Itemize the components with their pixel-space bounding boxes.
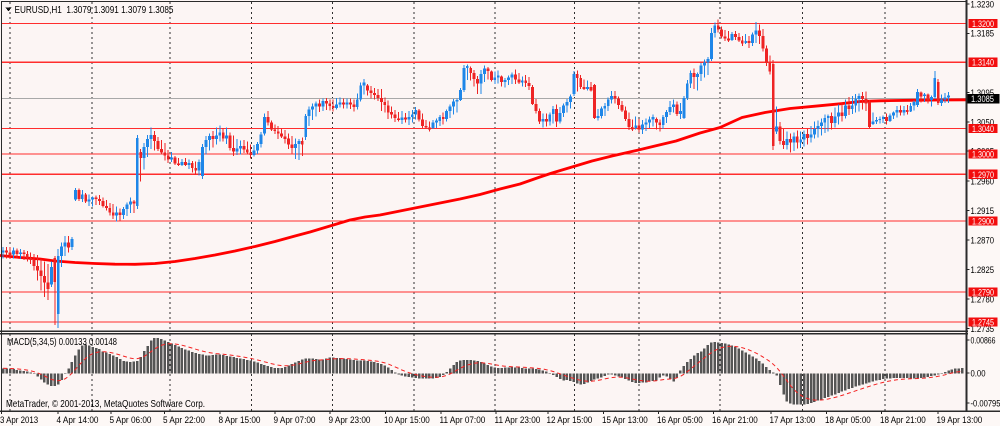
- svg-text:5 Apr 22:00: 5 Apr 22:00: [163, 415, 205, 425]
- svg-text:1.3200: 1.3200: [972, 18, 994, 29]
- svg-text:0.00: 0.00: [971, 368, 986, 379]
- svg-text:1.3050: 1.3050: [971, 116, 995, 127]
- svg-text:1.2745: 1.2745: [972, 317, 994, 328]
- svg-text:1.3085: 1.3085: [971, 93, 994, 104]
- svg-text:9 Apr 07:00: 9 Apr 07:00: [274, 415, 316, 425]
- svg-text:EURUSD,H1 1.3079 1.3091 1.307: EURUSD,H1 1.3079 1.3091 1.3079 1.3085: [15, 5, 174, 16]
- svg-text:4 Apr 14:00: 4 Apr 14:00: [57, 415, 99, 425]
- svg-text:1.3140: 1.3140: [972, 57, 994, 68]
- svg-text:9 Apr 23:00: 9 Apr 23:00: [329, 415, 371, 425]
- svg-text:11 Apr 23:00: 11 Apr 23:00: [495, 415, 541, 425]
- svg-text:5 Apr 06:00: 5 Apr 06:00: [110, 415, 152, 425]
- svg-text:1.2780: 1.2780: [971, 294, 995, 305]
- svg-text:1.3040: 1.3040: [972, 123, 994, 134]
- svg-text:1.2960: 1.2960: [971, 175, 995, 186]
- svg-text:MACD(5,34,5) 0.00133 0.00148: MACD(5,34,5) 0.00133 0.00148: [7, 337, 117, 348]
- svg-text:1.3000: 1.3000: [972, 149, 994, 160]
- svg-text:15 Apr 13:00: 15 Apr 13:00: [602, 415, 648, 425]
- svg-text:12 Apr 15:00: 12 Apr 15:00: [547, 415, 593, 425]
- svg-text:1.3230: 1.3230: [971, 0, 995, 10]
- svg-text:10 Apr 15:00: 10 Apr 15:00: [384, 415, 430, 425]
- svg-text:17 Apr 13:00: 17 Apr 13:00: [770, 415, 816, 425]
- svg-text:MetaTrader, © 2001-2013, MetaQ: MetaTrader, © 2001-2013, MetaQuotes Soft…: [6, 399, 205, 410]
- svg-text:1.2825: 1.2825: [971, 264, 995, 275]
- svg-text:1.2790: 1.2790: [972, 287, 994, 298]
- svg-text:8 Apr 15:00: 8 Apr 15:00: [219, 415, 261, 425]
- svg-text:1.2970: 1.2970: [972, 169, 994, 180]
- svg-text:19 Apr 13:00: 19 Apr 13:00: [937, 415, 983, 425]
- svg-text:0.00866: 0.00866: [971, 335, 996, 346]
- svg-text:1.2900: 1.2900: [972, 215, 994, 226]
- svg-text:1.2870: 1.2870: [971, 234, 995, 245]
- svg-text:1.2735: 1.2735: [971, 323, 995, 334]
- svg-text:16 Apr 21:00: 16 Apr 21:00: [712, 415, 758, 425]
- svg-text:18 Apr 05:00: 18 Apr 05:00: [825, 415, 871, 425]
- svg-text:11 Apr 07:00: 11 Apr 07:00: [440, 415, 486, 425]
- svg-text:3 Apr 2013: 3 Apr 2013: [0, 415, 38, 425]
- svg-text:16 Apr 05:00: 16 Apr 05:00: [657, 415, 703, 425]
- svg-text:1.2915: 1.2915: [971, 205, 995, 216]
- svg-text:18 Apr 21:00: 18 Apr 21:00: [880, 415, 926, 425]
- svg-text:1.3185: 1.3185: [971, 28, 995, 39]
- svg-text:1.3095: 1.3095: [971, 87, 995, 98]
- svg-text:-0.00795: -0.00795: [971, 398, 1000, 409]
